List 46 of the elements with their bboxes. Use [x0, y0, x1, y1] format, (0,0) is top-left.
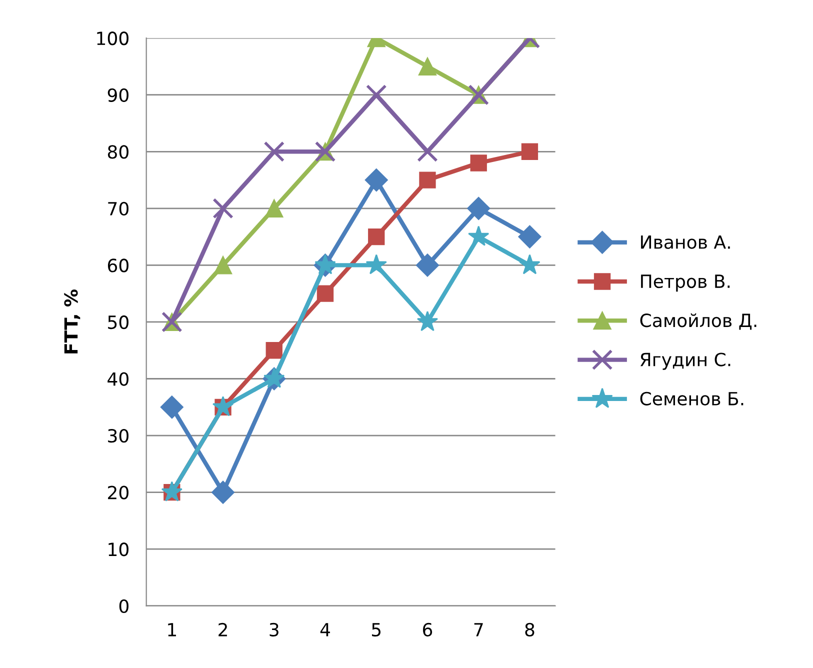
- point: [521, 143, 538, 160]
- point: [418, 57, 437, 76]
- point: [518, 225, 542, 248]
- point: [419, 172, 436, 188]
- y-tick-label: 40: [108, 372, 128, 386]
- point: [316, 285, 334, 302]
- point: [467, 196, 490, 220]
- y-axis-title: FTT, %: [64, 290, 80, 354]
- point: [366, 254, 387, 274]
- y-tick-label: 90: [108, 88, 128, 102]
- y-tick-label: 50: [108, 315, 128, 330]
- point: [266, 342, 282, 359]
- x-tick-label: 5: [372, 623, 381, 637]
- point: [519, 254, 540, 274]
- y-tick-label: 60: [108, 258, 128, 272]
- x-tick-label: 7: [474, 623, 483, 636]
- point: [364, 168, 388, 192]
- y-tick-label: 10: [108, 542, 128, 556]
- y-tick-label: 0: [119, 599, 128, 613]
- legend-label: Иванов А.: [641, 236, 730, 249]
- x-tick-label: 1: [168, 623, 176, 636]
- x-tick-label: 4: [320, 623, 330, 636]
- y-tick-label: 20: [108, 486, 128, 500]
- point: [214, 256, 232, 274]
- legend-label: Петров В.: [641, 274, 730, 292]
- point: [468, 226, 490, 246]
- point: [212, 198, 234, 219]
- legend-label: Самойлов Д.: [640, 313, 756, 330]
- point: [212, 480, 235, 504]
- y-tick-label: 70: [108, 202, 128, 216]
- point: [368, 228, 385, 246]
- point: [416, 254, 439, 277]
- y-tick-label: 100: [97, 32, 128, 46]
- x-tick-label: 3: [270, 622, 278, 637]
- y-tick-label: 30: [108, 428, 128, 443]
- point: [264, 141, 285, 162]
- point: [416, 310, 438, 332]
- x-tick-label: 2: [218, 622, 227, 636]
- legend-label: Ягудин С.: [640, 352, 730, 370]
- x-tick-label: 8: [525, 622, 534, 637]
- legend-label: Семенов Б.: [640, 392, 744, 406]
- x-tick-label: 6: [423, 622, 432, 637]
- point: [265, 199, 284, 218]
- point: [470, 154, 487, 172]
- y-tick-label: 80: [108, 145, 128, 159]
- point: [160, 396, 184, 419]
